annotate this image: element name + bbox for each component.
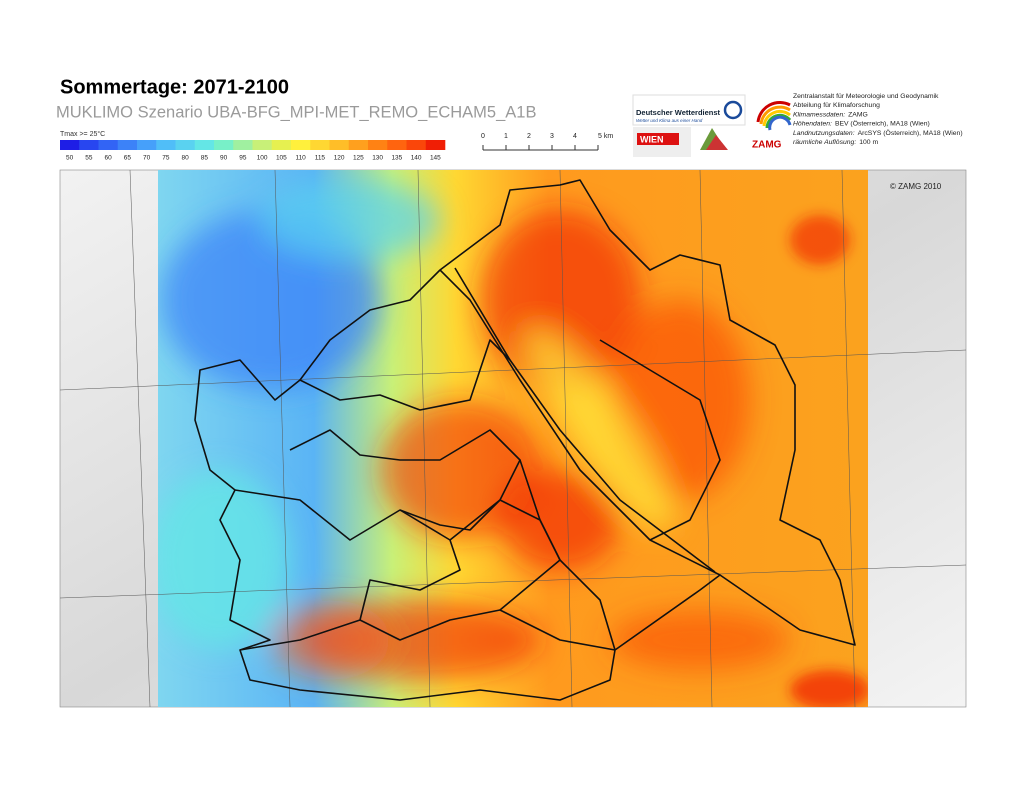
legend-tick-label: 100 <box>257 155 268 162</box>
legend-tick-label: 110 <box>295 155 306 162</box>
legend-swatch <box>117 140 138 150</box>
copyright: © ZAMG 2010 <box>890 182 942 191</box>
legend-tick-label: 65 <box>124 155 132 162</box>
legend-tick-label: 60 <box>105 155 113 162</box>
legend-swatch <box>271 140 292 150</box>
heatmap <box>158 170 868 707</box>
legend-tick-label: 125 <box>353 155 364 162</box>
legend-swatch <box>252 140 273 150</box>
credit-label: Klimamessdaten: <box>793 111 845 118</box>
legend-tick-label: 80 <box>182 155 190 162</box>
dwd-name: Deutscher Wetterdienst <box>636 108 721 117</box>
legend-tick-label: 120 <box>334 155 345 162</box>
legend-title: Tmax >= 25°C <box>60 130 105 138</box>
legend-tick-label: 55 <box>85 155 93 162</box>
scale-bar: 0 1 2 3 4 5 km <box>481 133 613 151</box>
legend-tick-label: 50 <box>66 155 74 162</box>
dwd-logo: Deutscher Wetterdienst Wetter und Klima … <box>632 94 746 157</box>
district-boundaries <box>194 179 856 701</box>
credits: Zentralanstalt für Meteorologie und Geod… <box>793 93 963 146</box>
legend-tick-label: 140 <box>411 155 422 162</box>
legend-tick-label: 90 <box>220 155 228 162</box>
scale-label: 0 <box>481 133 485 140</box>
credit-text: BEV (Österreich), MA18 (Wien) <box>835 119 930 127</box>
legend-tick-label: 135 <box>391 155 402 162</box>
credit-text: 100 m <box>859 139 878 146</box>
legend-tick-label: 105 <box>276 155 287 162</box>
dwd-slogan: Wetter und Klima aus einer Hand <box>636 118 703 123</box>
subtitle: MUKLIMO Szenario UBA-BFG_MPI-MET_REMO_EC… <box>56 103 536 121</box>
legend-tick-label: 95 <box>239 155 247 162</box>
credit-text: Abteilung für Klimaforschung <box>793 102 880 109</box>
credit-label: räumliche Auflösung: <box>793 139 856 146</box>
credit-text: Zentralanstalt für Meteorologie und Geod… <box>793 93 939 100</box>
legend-swatch <box>425 140 446 150</box>
legend-swatch <box>60 140 80 150</box>
legend-swatch <box>387 140 407 150</box>
title: Sommertage: 2071-2100 <box>60 76 289 98</box>
legend-tick-label: 130 <box>372 155 383 162</box>
scale-label: 4 <box>573 133 577 140</box>
legend-tick-label: 115 <box>315 155 326 162</box>
credit-line: Abteilung für Klimaforschung <box>793 102 880 109</box>
scale-label: 1 <box>504 133 508 140</box>
legend-swatch <box>79 140 99 150</box>
legend: 50 55 60 65 70 75 80 85 90 95 100 105 110 115 120 125 13… <box>60 140 446 162</box>
credit-label: Landnutzungsdaten: <box>793 130 855 137</box>
credit-text: ZAMG <box>848 111 868 118</box>
legend-tick-label: 145 <box>430 155 441 162</box>
credit-line: Höhendaten: BEV (Österreich), MA18 (Wien) <box>793 119 930 127</box>
credit-line: Landnutzungsdaten: ArcSYS (Österreich), M… <box>793 129 963 137</box>
credit-line: räumliche Auflösung: 100 m <box>793 139 878 146</box>
legend-swatch <box>156 140 176 150</box>
scale-label: 3 <box>550 133 554 140</box>
scale-label: 5 km <box>598 133 613 140</box>
legend-swatch <box>329 140 350 150</box>
credit-text: ArcSYS (Österreich), MA18 (Wien) <box>858 129 963 137</box>
legend-tick-label: 85 <box>201 155 209 162</box>
zamg-text: ZAMG <box>752 140 782 151</box>
zamg-logo: ZAMG <box>752 101 792 151</box>
legend-tick-label: 70 <box>143 155 151 162</box>
legend-swatch <box>348 140 369 150</box>
credit-line: Klimamessdaten: ZAMG <box>793 111 868 118</box>
wien-logo: WIEN <box>640 134 664 144</box>
legend-swatch <box>368 140 388 150</box>
legend-swatch <box>310 140 330 150</box>
legend-swatch <box>98 140 119 150</box>
legend-swatch <box>233 140 253 150</box>
credit-label: Höhendaten: <box>793 120 832 127</box>
credit-line: Zentralanstalt für Meteorologie und Geod… <box>793 93 939 100</box>
legend-swatch <box>214 140 234 150</box>
legend-swatch <box>137 140 157 150</box>
scale-label: 2 <box>527 133 531 140</box>
graticule <box>59 169 967 708</box>
legend-swatch <box>175 140 196 150</box>
legend-swatch <box>291 140 311 150</box>
legend-swatch <box>406 140 427 150</box>
legend-tick-label: 75 <box>162 155 170 162</box>
legend-swatch <box>194 140 215 150</box>
